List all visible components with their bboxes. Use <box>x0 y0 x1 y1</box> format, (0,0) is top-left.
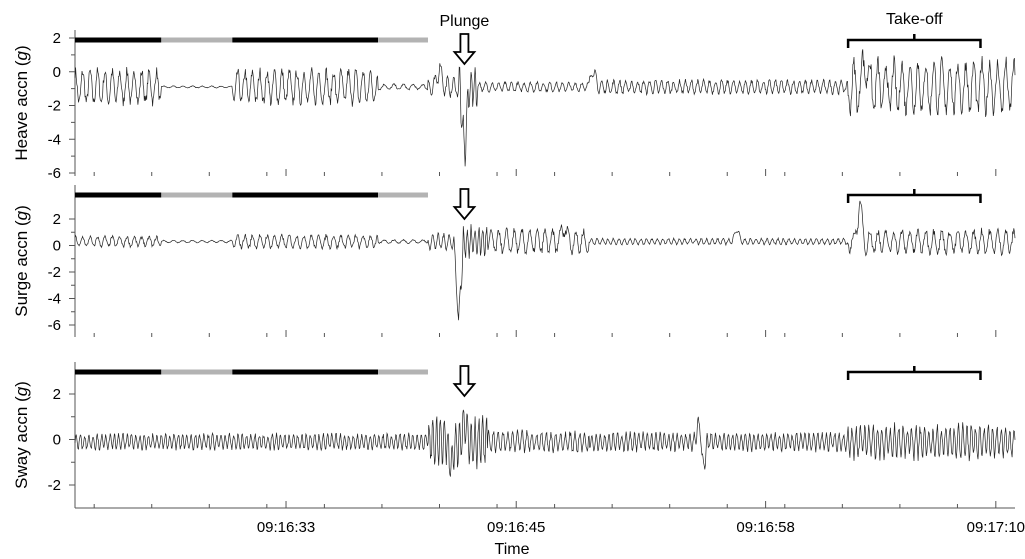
y-tick-label: -6 <box>48 317 61 334</box>
y-tick-label: 0 <box>53 432 61 449</box>
takeoff-bracket <box>846 34 982 48</box>
y-tick-label: 0 <box>53 238 61 255</box>
plunge-label: Plunge <box>440 13 490 30</box>
plunge-arrow <box>452 365 477 398</box>
y-tick-label: -6 <box>48 165 61 182</box>
y-axis-label: Heave accn (g) <box>12 45 31 160</box>
takeoff-bracket <box>846 366 982 380</box>
y-tick-label: -2 <box>48 477 61 494</box>
x-tick-label: 09:16:45 <box>487 519 545 536</box>
y-axis-label: Surge accn (g) <box>12 205 31 317</box>
y-tick-label: 2 <box>53 211 61 228</box>
y-tick-label: -4 <box>48 131 61 148</box>
x-tick-label: 09:16:58 <box>736 519 794 536</box>
y-tick-label: -2 <box>48 98 61 115</box>
takeoff-bracket <box>846 189 982 203</box>
y-tick-label: 2 <box>53 386 61 403</box>
y-axis-label: Sway accn (g) <box>12 381 31 489</box>
y-tick-label: 2 <box>53 30 61 47</box>
series-line-0 <box>74 49 1016 167</box>
y-tick-label: -4 <box>48 291 61 308</box>
x-axis-label: Time <box>495 541 530 558</box>
plunge-arrow <box>452 33 477 66</box>
series-line-2 <box>74 409 1016 477</box>
series-line-1 <box>74 200 1016 321</box>
x-tick-label: 09:16:33 <box>257 519 315 536</box>
x-tick-label: 09:17:10 <box>967 519 1025 536</box>
y-tick-label: 0 <box>53 64 61 81</box>
takeoff-label: Take-off <box>886 11 943 28</box>
plunge-arrow <box>452 188 477 221</box>
y-tick-label: -2 <box>48 264 61 281</box>
